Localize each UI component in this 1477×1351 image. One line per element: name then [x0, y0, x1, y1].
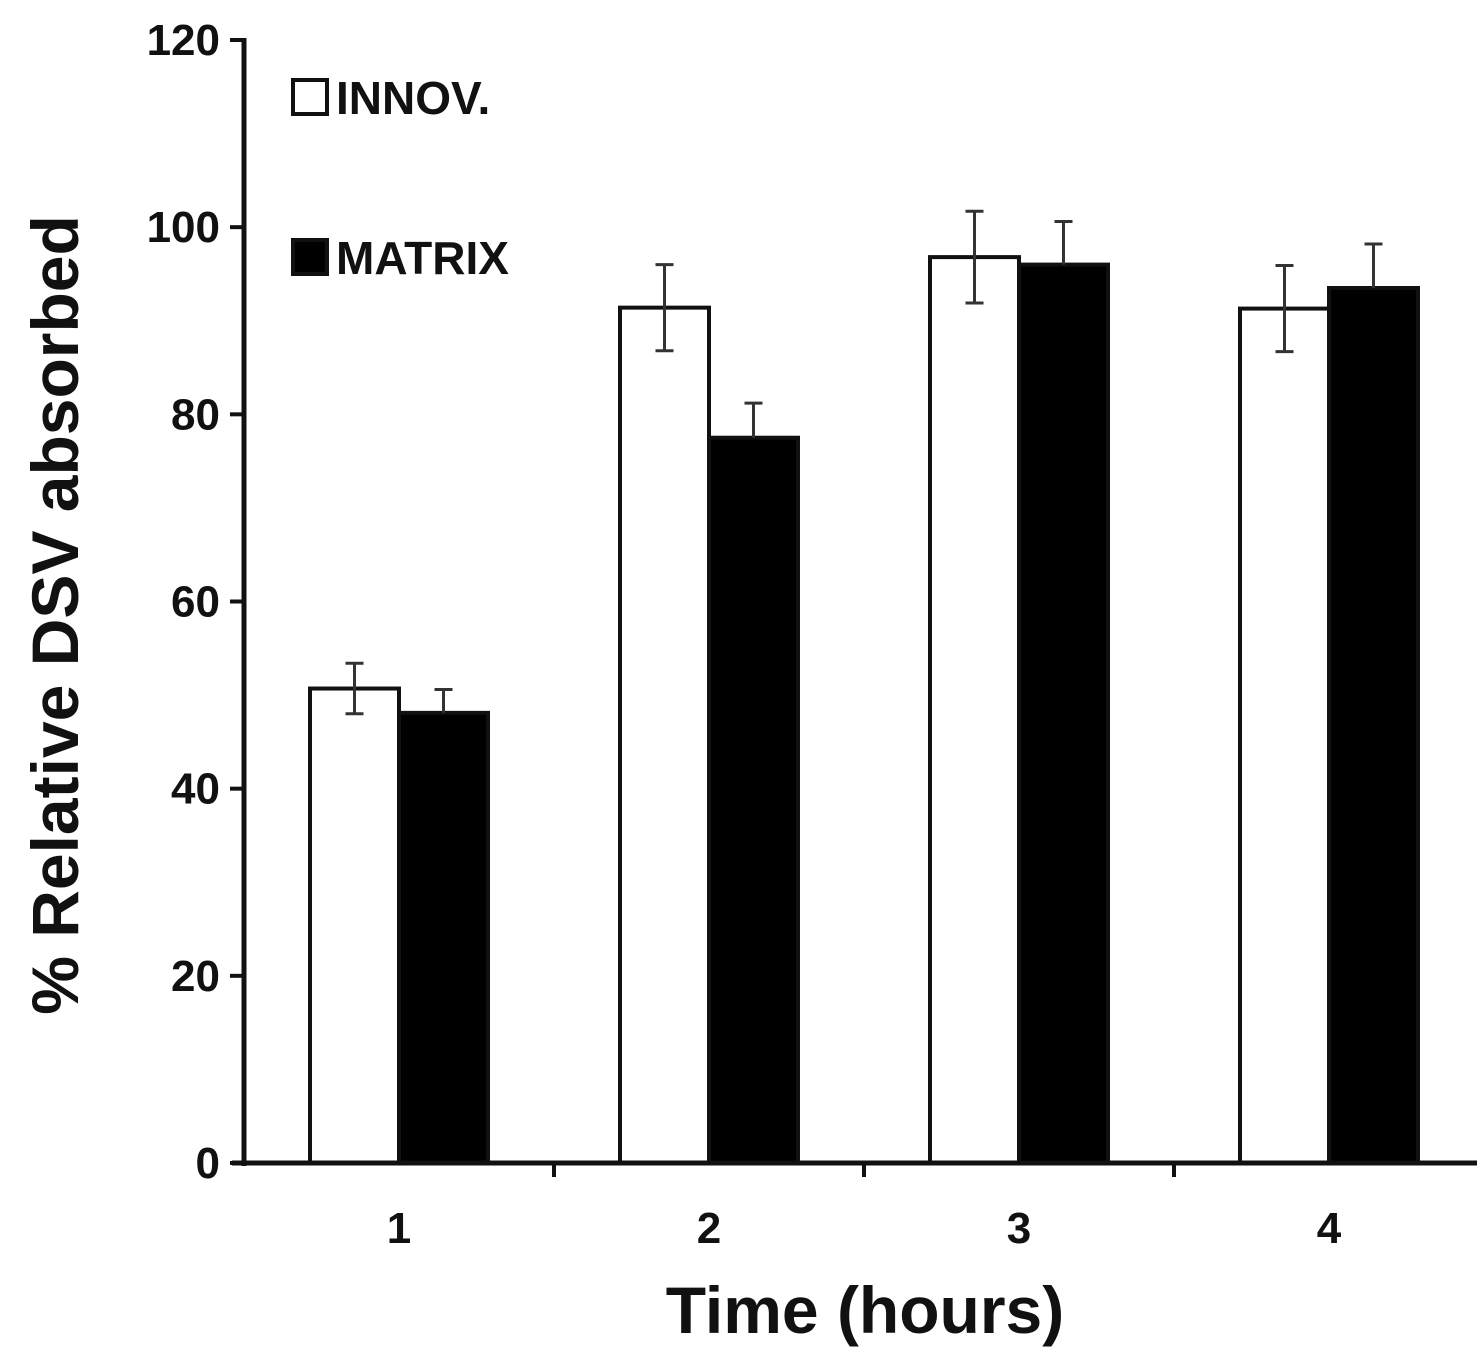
error-bar-matrix-2 — [744, 401, 763, 438]
error-bar-innov-4 — [1275, 264, 1294, 354]
bar-matrix-4 — [1327, 285, 1420, 1165]
axes-layer — [230, 38, 1477, 1177]
legend-swatch — [291, 238, 329, 276]
y-tick-label: 60 — [171, 578, 220, 627]
legend-item-innov: INNOV. — [291, 72, 490, 124]
y-axis-title: % Relative DSV absorbed — [18, 215, 92, 1015]
bar-matrix-2 — [707, 435, 800, 1165]
tick-labels-layer: 0 20 40 60 80 100 120 1 2 3 4 — [147, 16, 1342, 1253]
legend-item-matrix: MATRIX — [291, 232, 509, 284]
x-axis-title: Time (hours) — [666, 1273, 1064, 1347]
legend: INNOV. MATRIX — [291, 72, 509, 284]
x-tick-label: 1 — [387, 1204, 411, 1253]
y-tick-label: 80 — [171, 390, 220, 439]
bar-innov-4 — [1238, 306, 1331, 1165]
legend-label: INNOV. — [336, 72, 490, 124]
bar-innov-1 — [308, 686, 401, 1165]
y-tick-label: 20 — [171, 952, 220, 1001]
error-bars-layer — [345, 209, 1383, 716]
y-tick-label: 0 — [196, 1139, 220, 1188]
x-tick-label: 4 — [1317, 1204, 1342, 1253]
legend-swatch — [291, 78, 329, 116]
y-tick-label: 120 — [147, 16, 220, 65]
bar-innov-2 — [618, 305, 711, 1166]
error-bar-innov-2 — [655, 263, 674, 353]
x-tick-label: 2 — [697, 1204, 721, 1253]
bars-layer — [308, 255, 1420, 1166]
error-bar-innov-1 — [345, 661, 364, 716]
x-tick-label: 3 — [1007, 1204, 1031, 1253]
error-bar-matrix-3 — [1054, 220, 1073, 265]
error-bar-matrix-4 — [1364, 242, 1383, 288]
error-bar-matrix-1 — [434, 687, 453, 713]
bar-matrix-3 — [1017, 262, 1110, 1166]
y-tick-label: 100 — [147, 203, 220, 252]
bar-matrix-1 — [397, 710, 490, 1166]
bar-innov-3 — [928, 255, 1021, 1165]
legend-label: MATRIX — [336, 232, 509, 284]
y-tick-label: 40 — [171, 765, 220, 814]
error-bar-innov-3 — [965, 209, 984, 305]
